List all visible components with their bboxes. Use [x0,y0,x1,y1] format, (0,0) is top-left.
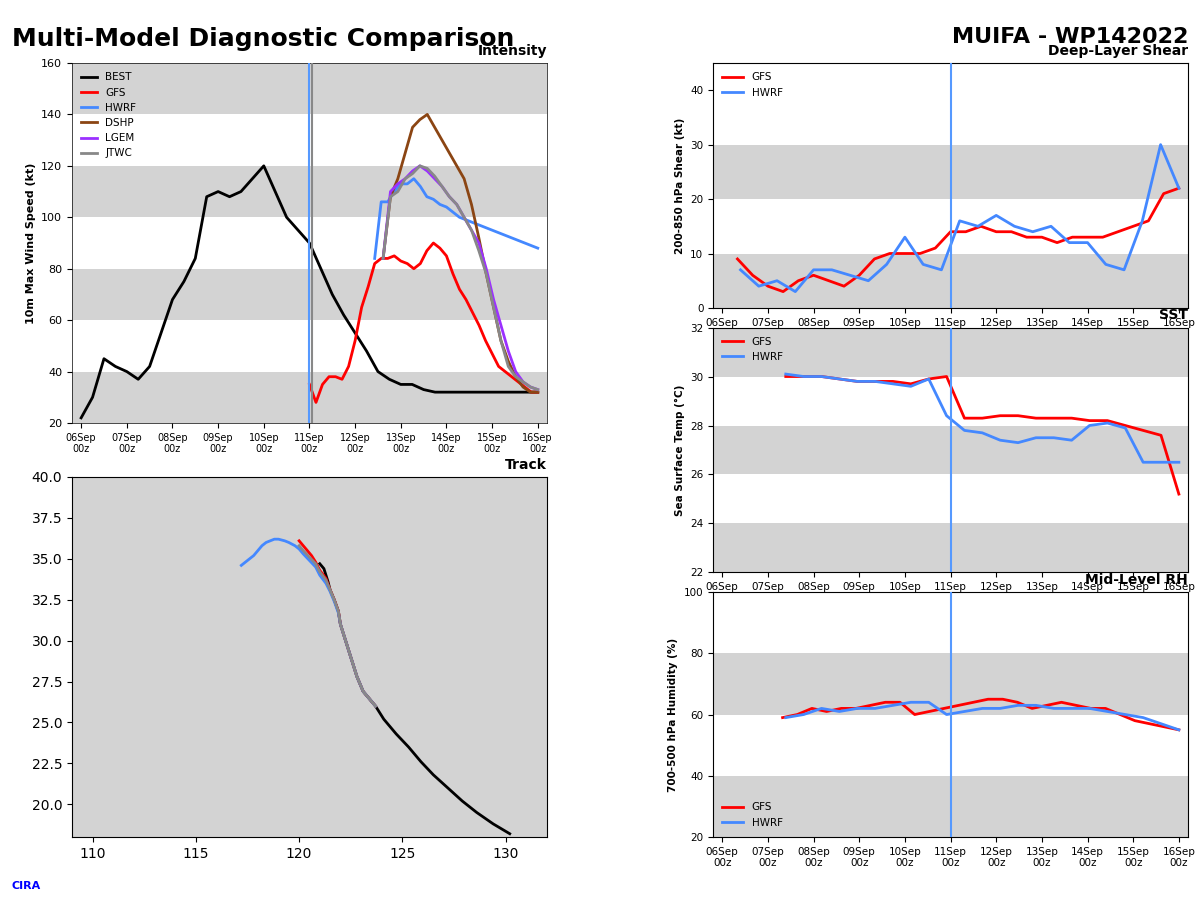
Legend: BEST, GFS, HWRF, DSHP, LGEM, JTWC: BEST, GFS, HWRF, DSHP, LGEM, JTWC [77,68,140,163]
Text: Multi-Model Diagnostic Comparison: Multi-Model Diagnostic Comparison [12,27,515,51]
Y-axis label: Sea Surface Temp (°C): Sea Surface Temp (°C) [674,384,684,516]
Bar [713,426,1188,474]
Text: CIRA: CIRA [12,881,41,891]
Y-axis label: 10m Max Wind Speed (kt): 10m Max Wind Speed (kt) [25,162,36,324]
Text: Track: Track [505,458,547,472]
Text: Deep-Layer Shear: Deep-Layer Shear [1048,44,1188,58]
Bar [713,653,1188,715]
Bar [72,166,547,217]
Text: SST: SST [1159,308,1188,322]
Legend: GFS, HWRF: GFS, HWRF [719,798,787,832]
Bar [713,328,1188,376]
Bar [72,372,547,423]
Y-axis label: 700-500 hPa Humidity (%): 700-500 hPa Humidity (%) [668,637,678,792]
Bar [713,145,1188,199]
Bar [72,63,547,114]
Text: Intensity: Intensity [478,44,547,58]
Bar [713,776,1188,837]
Text: Mid-Level RH: Mid-Level RH [1085,572,1188,587]
Legend: GFS, HWRF: GFS, HWRF [719,68,787,102]
Y-axis label: 200-850 hPa Shear (kt): 200-850 hPa Shear (kt) [674,117,685,254]
Bar [713,254,1188,308]
Bar [713,524,1188,572]
Legend: GFS, HWRF: GFS, HWRF [719,333,787,366]
Text: MUIFA - WP142022: MUIFA - WP142022 [952,27,1188,47]
Bar [72,269,547,320]
